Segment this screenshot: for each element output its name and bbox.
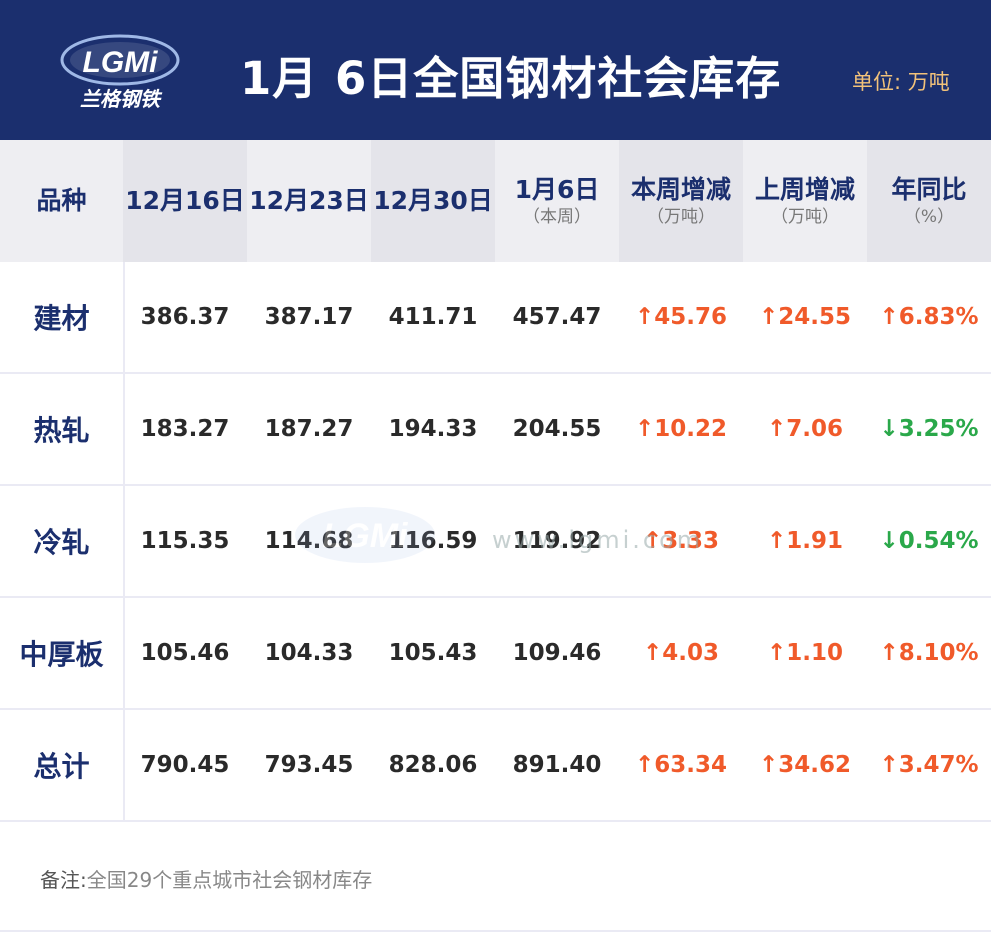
cell-dec30: 116.59 [388, 528, 478, 554]
cell-jan6: 119.92 [512, 528, 602, 554]
column-header-label: 12月16日 [125, 186, 245, 215]
cell-jan6: 891.40 [512, 752, 602, 778]
cell-dec16: 115.35 [140, 528, 230, 554]
column-header-jan6: 1月6日 （本周） [495, 140, 619, 262]
cell-yoy: ↓0.54% [879, 528, 979, 554]
logo-subtext: 兰格钢铁 [80, 87, 163, 111]
cell-dec16: 386.37 [140, 304, 230, 330]
cell-dec23: 387.17 [264, 304, 354, 330]
column-header-prev-week-change: 上周增减 （万吨） [743, 140, 867, 262]
column-header-label: 上周增减 [754, 175, 855, 204]
row-variety: 建材 [33, 302, 90, 335]
table-row: 建材 386.37 387.17 411.71 457.47 ↑45.76 ↑2… [0, 262, 991, 374]
column-header-label: 本周增减 [630, 175, 731, 204]
cell-week-change: ↑63.34 [634, 752, 728, 778]
cell-prev-week-change: ↑1.10 [766, 640, 844, 666]
footnote-label: 备注: [40, 868, 87, 892]
column-header-label: 12月23日 [249, 186, 369, 215]
cell-dec30: 105.43 [388, 640, 478, 666]
cell-jan6: 457.47 [512, 304, 602, 330]
cell-week-change: ↑45.76 [634, 304, 728, 330]
row-variety: 冷轧 [33, 526, 90, 559]
cell-dec16: 790.45 [140, 752, 230, 778]
column-header-sublabel: （万吨） [771, 207, 839, 227]
row-variety: 热轧 [33, 414, 90, 447]
cell-week-change: ↑10.22 [634, 416, 728, 442]
table-row: 总计 790.45 793.45 828.06 891.40 ↑63.34 ↑3… [0, 710, 991, 822]
column-header-dec30: 12月30日 [371, 140, 495, 262]
cell-dec23: 104.33 [264, 640, 354, 666]
cell-dec23: 114.68 [264, 528, 354, 554]
bottom-divider [0, 930, 991, 932]
column-header-sublabel: （本周） [523, 207, 591, 227]
column-header-dec23: 12月23日 [247, 140, 371, 262]
lgmi-logo: LGMi 兰格钢铁 [60, 34, 180, 111]
column-header-dec16: 12月16日 [123, 140, 247, 262]
cell-dec16: 105.46 [140, 640, 230, 666]
cell-yoy: ↑3.47% [879, 752, 979, 778]
table-row: 热轧 183.27 187.27 194.33 204.55 ↑10.22 ↑7… [0, 374, 991, 486]
page-title: 1月 6日全国钢材社会库存 [240, 52, 782, 105]
cell-jan6: 109.46 [512, 640, 602, 666]
row-variety: 总计 [33, 750, 90, 783]
unit-label: 单位: 万吨 [852, 70, 950, 94]
table-row: 冷轧 115.35 114.68 116.59 119.92 ↑3.33 ↑1.… [0, 486, 991, 598]
cell-week-change: ↑3.33 [642, 528, 720, 554]
page-header: LGMi 兰格钢铁 1月 6日全国钢材社会库存 单位: 万吨 [0, 0, 991, 140]
table-row: 中厚板 105.46 104.33 105.43 109.46 ↑4.03 ↑1… [0, 598, 991, 710]
cell-week-change: ↑4.03 [642, 640, 720, 666]
column-divider [123, 262, 125, 820]
logo-text: LGMi [83, 46, 159, 79]
cell-dec30: 828.06 [388, 752, 478, 778]
column-header-sublabel: （%） [903, 207, 955, 227]
column-header-week-change: 本周增减 （万吨） [619, 140, 743, 262]
column-header-sublabel: （万吨） [647, 207, 715, 227]
footnote: 备注:全国29个重点城市社会钢材库存 [40, 864, 372, 893]
column-header-label: 1月6日 [514, 175, 600, 204]
cell-dec23: 187.27 [264, 416, 354, 442]
cell-dec30: 194.33 [388, 416, 478, 442]
cell-dec30: 411.71 [388, 304, 478, 330]
footnote-text: 全国29个重点城市社会钢材库存 [86, 868, 373, 892]
cell-prev-week-change: ↑7.06 [766, 416, 844, 442]
column-header-label: 年同比 [891, 175, 967, 204]
column-header-yoy: 年同比 （%） [867, 140, 991, 262]
table-header: 品种 12月16日 12月23日 12月30日 1月6日 （本周） 本周增减 （… [0, 140, 991, 262]
cell-yoy: ↑8.10% [879, 640, 979, 666]
cell-yoy: ↑6.83% [879, 304, 979, 330]
row-variety: 中厚板 [19, 638, 104, 671]
column-header-label: 12月30日 [373, 186, 493, 215]
cell-dec23: 793.45 [264, 752, 354, 778]
cell-prev-week-change: ↑24.55 [758, 304, 852, 330]
column-header-label: 品种 [36, 186, 87, 215]
cell-yoy: ↓3.25% [879, 416, 979, 442]
watermark-url: www.lgmi.com [492, 526, 704, 554]
cell-prev-week-change: ↑1.91 [766, 528, 844, 554]
cell-jan6: 204.55 [512, 416, 602, 442]
cell-dec16: 183.27 [140, 416, 230, 442]
column-header-variety: 品种 [0, 140, 123, 262]
cell-prev-week-change: ↑34.62 [758, 752, 852, 778]
